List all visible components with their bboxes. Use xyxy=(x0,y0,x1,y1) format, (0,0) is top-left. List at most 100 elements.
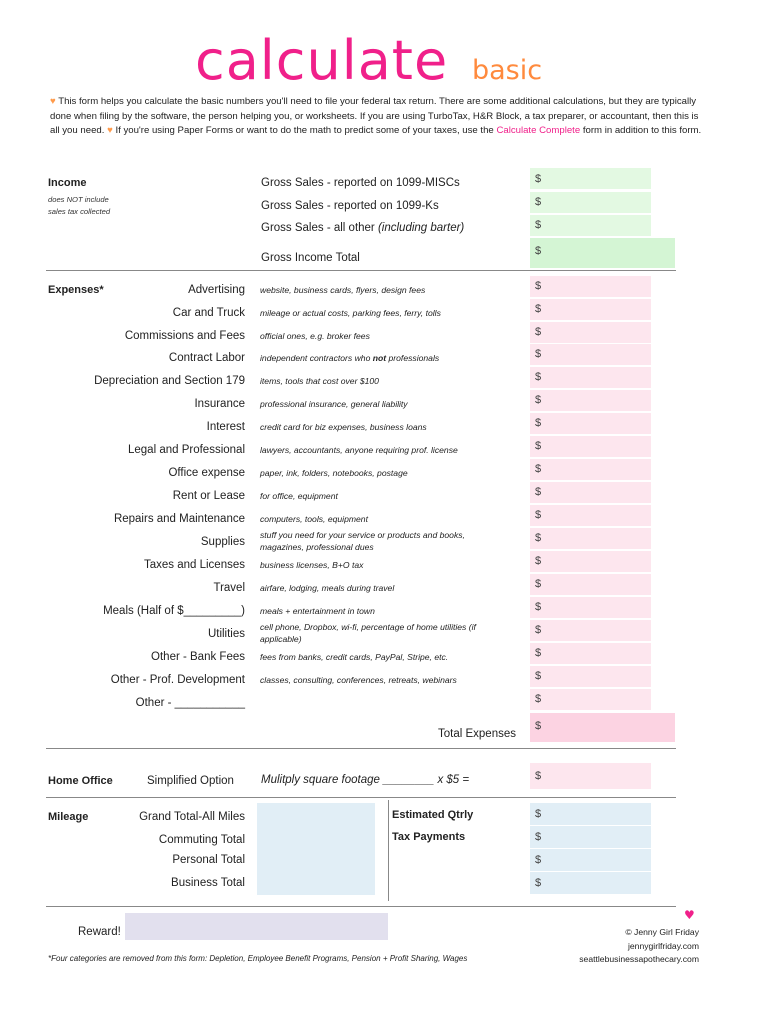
expense-label: Office expense xyxy=(168,467,245,479)
intro-part3: form in addition to this form. xyxy=(582,125,702,137)
expense-label: Other - Prof. Development xyxy=(110,674,245,686)
dollar-sign: $ xyxy=(535,532,542,544)
estimated-payment-q3-field[interactable] xyxy=(530,849,651,871)
income-note-1: does NOT include xyxy=(48,195,109,204)
expense-description: paper, ink, folders, notebooks, postage xyxy=(260,468,408,478)
expense-amount-field[interactable] xyxy=(530,689,651,710)
expense-description-text: lawyers, accountants, anyone requiring p… xyxy=(260,445,458,455)
page-subtitle: basic xyxy=(472,55,543,86)
expense-amount-field[interactable] xyxy=(530,551,651,572)
expense-label: Rent or Lease xyxy=(172,490,245,502)
income-other-field[interactable] xyxy=(530,215,651,236)
mileage-grand-total-field[interactable] xyxy=(257,803,375,826)
mileage-grand-total-label: Grand Total-All Miles xyxy=(139,811,245,823)
expense-amount-field[interactable] xyxy=(530,436,651,457)
expense-description-line2: applicable) xyxy=(260,634,302,644)
dollar-sign: $ xyxy=(535,647,542,659)
mileage-commuting-label: Commuting Total xyxy=(158,834,245,846)
expense-description: airfare, lodging, meals during travel xyxy=(260,583,394,593)
income-heading: Income xyxy=(48,177,87,189)
estimated-qtrly-label: Estimated Qtrly xyxy=(392,809,474,821)
mileage-heading: Mileage xyxy=(48,811,89,823)
expense-label: Taxes and Licenses xyxy=(143,559,245,571)
expense-amount-field[interactable] xyxy=(530,482,651,503)
expense-amount-field[interactable] xyxy=(530,322,651,343)
dollar-sign: $ xyxy=(535,770,542,782)
expense-amount-field[interactable] xyxy=(530,620,651,641)
dollar-sign: $ xyxy=(535,831,542,843)
expense-description: classes, consulting, conferences, retrea… xyxy=(260,675,457,685)
expense-description-text: stuff you need for your service or produ… xyxy=(260,530,465,540)
expense-amount-field[interactable] xyxy=(530,643,651,664)
expense-description-text: official ones, e.g. broker fees xyxy=(260,331,370,341)
mileage-business-field[interactable] xyxy=(257,872,375,895)
expense-description-text: meals + entertainment in town xyxy=(260,606,375,616)
expense-amount-field[interactable] xyxy=(530,666,651,687)
expense-amount-field[interactable] xyxy=(530,276,651,297)
dollar-sign: $ xyxy=(535,417,542,429)
expense-amount-field[interactable] xyxy=(530,597,651,618)
dollar-sign: $ xyxy=(535,877,542,889)
expense-amount-field[interactable] xyxy=(530,574,651,595)
income-1099misc-field[interactable] xyxy=(530,168,651,189)
estimated-payment-q4-field[interactable] xyxy=(530,872,651,894)
expense-amount-field[interactable] xyxy=(530,528,651,549)
expense-description: meals + entertainment in town xyxy=(260,606,375,616)
expense-label: Other - Bank Fees xyxy=(151,651,245,663)
dollar-sign: $ xyxy=(535,808,542,820)
expense-description-text: classes, consulting, conferences, retrea… xyxy=(260,675,457,685)
estimated-payment-q2-field[interactable] xyxy=(530,826,651,848)
page-title: calculate xyxy=(195,29,449,92)
income-label-other: Gross Sales - all other (including barte… xyxy=(261,222,464,234)
expense-description: credit card for biz expenses, business l… xyxy=(260,422,427,432)
estimated-payment-q1-field[interactable] xyxy=(530,803,651,825)
dollar-sign: $ xyxy=(535,219,542,231)
expense-label: Car and Truck xyxy=(172,307,245,319)
expense-description-text: website, business cards, flyers, design … xyxy=(260,285,426,295)
expense-label: Supplies xyxy=(200,536,245,548)
dollar-sign: $ xyxy=(535,196,542,208)
divider xyxy=(46,797,676,798)
expense-amount-field[interactable] xyxy=(530,344,651,365)
calculate-complete-link[interactable]: Calculate Complete xyxy=(496,125,581,137)
expense-label: Depreciation and Section 179 xyxy=(94,375,245,387)
reward-label: Reward! xyxy=(78,926,121,938)
footnote: *Four categories are removed from this f… xyxy=(48,954,468,963)
expense-amount-field[interactable] xyxy=(530,367,651,388)
income-1099k-field[interactable] xyxy=(530,192,651,213)
expense-description: website, business cards, flyers, design … xyxy=(260,285,425,295)
dollar-sign: $ xyxy=(535,326,542,338)
dollar-sign: $ xyxy=(535,394,542,406)
mileage-commuting-field[interactable] xyxy=(257,826,375,849)
gross-income-total-field[interactable] xyxy=(530,238,675,268)
expense-description: for office, equipment xyxy=(260,491,338,501)
expense-description-text: items, tools that cost over $100 xyxy=(260,376,379,386)
expense-amount-field[interactable] xyxy=(530,505,651,526)
expense-label: Other - ___________ xyxy=(135,697,245,709)
intro-paragraph: ♥ This form helps you calculate the basi… xyxy=(50,95,710,139)
home-office-field[interactable] xyxy=(530,763,651,789)
reward-field[interactable] xyxy=(125,913,388,940)
credit-website-2: seattlebusinessapothecary.com xyxy=(579,954,699,964)
expense-amount-field[interactable] xyxy=(530,459,651,480)
credit-copyright: © Jenny Girl Friday xyxy=(625,927,699,937)
dollar-sign: $ xyxy=(535,670,542,682)
divider-vertical xyxy=(388,800,389,901)
gross-income-total-label: Gross Income Total xyxy=(261,252,360,264)
expense-amount-field[interactable] xyxy=(530,390,651,411)
expense-amount-field[interactable] xyxy=(530,413,651,434)
home-office-formula: Mulitply square footage ________ x $5 = xyxy=(261,774,470,786)
total-expenses-field[interactable] xyxy=(530,713,675,742)
mileage-personal-field[interactable] xyxy=(257,849,375,872)
expense-description-text: computers, tools, equipment xyxy=(260,514,368,524)
expense-description-text: mileage or actual costs, parking fees, f… xyxy=(260,308,441,318)
expense-description-text: business licenses, B+O tax xyxy=(260,560,364,570)
expense-label: Insurance xyxy=(194,398,245,410)
heart-icon: ♥ xyxy=(50,96,56,107)
expense-description-text: independent contractors who xyxy=(260,353,371,363)
expense-label: Contract Labor xyxy=(168,352,245,364)
expense-label: Commissions and Fees xyxy=(124,330,245,342)
income-note-2: sales tax collected xyxy=(48,207,111,216)
expense-amount-field[interactable] xyxy=(530,299,651,320)
dollar-sign: $ xyxy=(535,303,542,315)
